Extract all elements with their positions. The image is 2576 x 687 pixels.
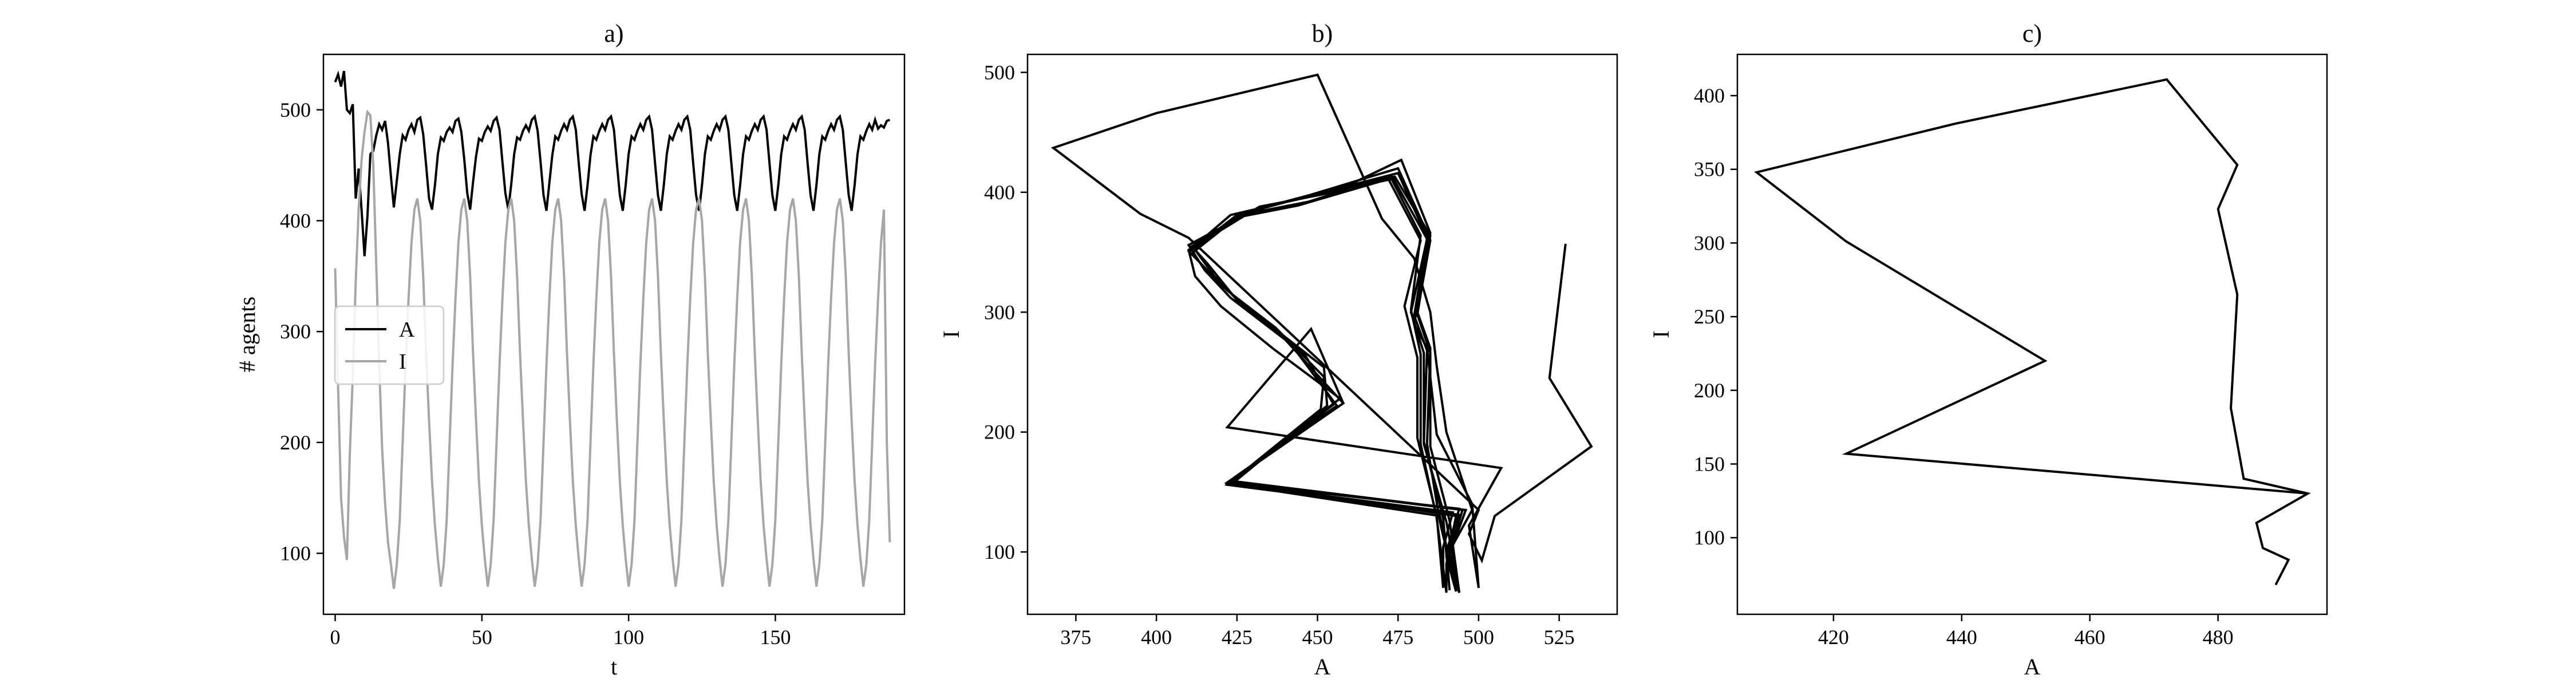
series-line-I-1 <box>334 109 891 589</box>
panel-0: 0 50 100 150 100 200 300 400 500 a) t # agents AI <box>234 19 906 680</box>
y-tick-label: 100 <box>1694 526 1725 549</box>
x-axis-label: t <box>611 654 617 680</box>
y-axis-label: # agents <box>234 297 260 372</box>
y-tick-label: 300 <box>984 301 1015 323</box>
x-tick-label: 450 <box>1302 626 1333 649</box>
x-tick-label: 420 <box>1818 626 1849 649</box>
axes-frame <box>322 53 906 615</box>
panel-title: c) <box>2022 19 2042 48</box>
y-tick-label: 100 <box>280 542 311 564</box>
x-tick-label: 500 <box>1463 626 1494 649</box>
panel-1: 375 400 425 450 475 500 525 100 200 300 400 500 b) A I <box>938 19 1618 680</box>
y-tick-label: 500 <box>984 61 1015 84</box>
y-tick-label: 250 <box>1694 305 1725 328</box>
legend-box <box>334 305 445 385</box>
x-axis-label: A <box>1314 654 1331 680</box>
y-tick-label: 300 <box>1694 231 1725 254</box>
x-tick-label: 475 <box>1382 626 1413 649</box>
series-line-0 <box>1754 78 2311 586</box>
y-axis-label: I <box>938 330 964 338</box>
x-tick-label: 150 <box>760 626 791 649</box>
panel-2: 420 440 460 480 100 150 200 250 300 350 400 c) A I <box>1648 19 2328 680</box>
y-tick-label: 200 <box>1694 379 1725 402</box>
y-tick-label: 150 <box>1694 452 1725 475</box>
y-tick-label: 200 <box>984 421 1015 444</box>
x-tick-label: 0 <box>330 626 341 649</box>
y-axis-label: I <box>1648 330 1674 338</box>
y-tick-label: 500 <box>280 98 311 121</box>
x-tick-label: 425 <box>1222 626 1253 649</box>
x-tick-label: 525 <box>1544 626 1575 649</box>
legend-label: A <box>399 318 415 342</box>
x-tick-label: 460 <box>2075 626 2105 649</box>
series-line-0 <box>1050 73 1593 593</box>
panel-title: a) <box>604 19 623 48</box>
y-tick-label: 300 <box>280 320 311 343</box>
axes-frame <box>1026 53 1618 615</box>
y-tick-label: 400 <box>280 209 311 232</box>
legend: AI <box>334 305 445 385</box>
x-tick-label: 100 <box>613 626 644 649</box>
y-tick-label: 100 <box>984 540 1015 563</box>
x-tick-label: 400 <box>1141 626 1172 649</box>
legend-label: I <box>399 350 406 374</box>
series-line-A-0 <box>334 70 891 256</box>
panel-title: b) <box>1312 19 1333 48</box>
x-tick-label: 440 <box>1946 626 1977 649</box>
x-axis-label: A <box>2024 654 2041 680</box>
y-tick-label: 400 <box>1694 84 1725 107</box>
x-tick-label: 50 <box>472 626 492 649</box>
axes-frame <box>1736 53 2328 615</box>
y-tick-label: 400 <box>984 181 1015 204</box>
y-tick-label: 350 <box>1694 158 1725 181</box>
y-tick-label: 200 <box>280 431 311 454</box>
x-tick-label: 480 <box>2203 626 2234 649</box>
x-tick-label: 375 <box>1060 626 1091 649</box>
